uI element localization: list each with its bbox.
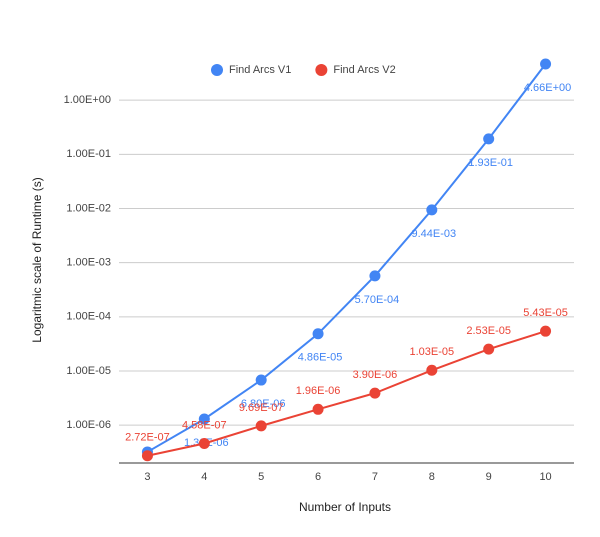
- data-label: 9.69E-07: [239, 402, 284, 414]
- legend-swatch: [211, 64, 223, 76]
- x-tick-label: 10: [539, 471, 551, 483]
- data-point: [540, 325, 552, 337]
- x-tick-label: 3: [144, 471, 150, 483]
- data-label: 4.66E+00: [524, 82, 571, 94]
- legend-swatch: [315, 64, 328, 76]
- legend-label: Find Arcs V1: [229, 64, 291, 76]
- data-point: [426, 364, 438, 376]
- data-label: 6.80E-06: [241, 398, 286, 410]
- x-axis-title: Number of Inputs: [299, 500, 391, 514]
- data-point: [198, 413, 210, 425]
- y-tick-label: 1.00E-06: [66, 419, 111, 431]
- data-point: [540, 58, 552, 70]
- data-label: 1.96E-06: [296, 385, 341, 397]
- data-label: 9.44E-03: [411, 228, 456, 240]
- data-point: [369, 270, 381, 282]
- x-tick-label: 7: [372, 471, 378, 483]
- data-label: 5.70E-04: [355, 294, 400, 306]
- data-point: [198, 438, 210, 450]
- data-point: [483, 133, 495, 145]
- x-tick-label: 5: [258, 471, 264, 483]
- series-line: [147, 330, 546, 457]
- data-point: [312, 403, 324, 415]
- data-label: 4.58E-07: [182, 419, 227, 431]
- data-label: 3.90E-06: [353, 369, 398, 381]
- y-tick-label: 1.00E-01: [66, 148, 111, 160]
- data-label: 4.86E-05: [298, 352, 343, 364]
- y-tick-label: 1.00E-05: [66, 365, 111, 377]
- data-label: 2.53E-05: [466, 325, 511, 337]
- data-label: 2.72E-07: [125, 432, 170, 444]
- y-tick-label: 1.00E-04: [66, 311, 111, 323]
- y-tick-label: 1.00E+00: [64, 94, 111, 106]
- x-tick-label: 8: [429, 471, 435, 483]
- data-label: 1.93E-01: [468, 157, 513, 169]
- x-tick-label: 6: [315, 471, 321, 483]
- y-axis-title: Logaritmic scale of Runtime (s): [30, 177, 44, 342]
- data-point: [255, 374, 267, 386]
- data-point: [312, 328, 324, 340]
- series-line: [146, 63, 547, 453]
- x-tick-label: 4: [201, 471, 207, 483]
- data-label: 1.03E-05: [409, 346, 454, 358]
- y-tick-label: 1.00E-02: [66, 202, 111, 214]
- data-label: 5.43E-05: [523, 307, 568, 319]
- data-point: [369, 387, 381, 399]
- data-point: [426, 204, 438, 216]
- x-tick-label: 9: [486, 471, 492, 483]
- data-point: [141, 450, 153, 462]
- data-point: [483, 343, 495, 355]
- legend-label: Find Arcs V2: [333, 64, 395, 76]
- data-point: [255, 420, 267, 432]
- y-tick-label: 1.00E-03: [66, 257, 111, 269]
